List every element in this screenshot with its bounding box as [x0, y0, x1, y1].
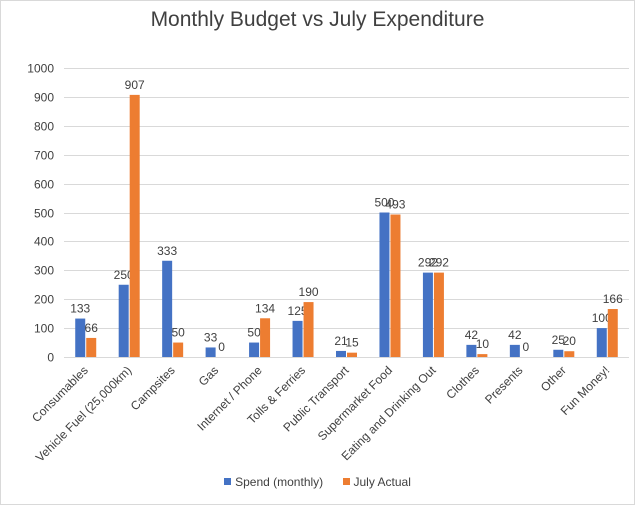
legend-item-july: July Actual: [342, 475, 411, 489]
y-tick-label-200: 200: [34, 293, 54, 307]
data-label-spend-12: 100: [592, 311, 612, 325]
bar-july-1: [129, 94, 140, 357]
data-label-july-5: 190: [299, 285, 319, 299]
bar-spend-11: [553, 349, 564, 357]
bar-spend-4: [249, 342, 260, 357]
legend-label-spend: Spend (monthly): [235, 475, 324, 489]
bar-spend-0: [75, 318, 86, 357]
bar-spend-2: [162, 260, 173, 357]
bar-spend-10: [509, 344, 520, 357]
x-tick-label-2: Campsites: [128, 363, 178, 413]
legend-item-spend: Spend (monthly): [224, 475, 323, 489]
bar-spend-12: [596, 328, 607, 357]
legend-swatch-spend: [224, 478, 232, 485]
bar-spend-9: [466, 344, 477, 357]
y-tick-label-500: 500: [34, 207, 54, 221]
bar-spend-6: [336, 350, 346, 357]
bar-july-8: [433, 272, 444, 357]
legend-label-july: July Actual: [353, 475, 411, 489]
data-label-july-6: 15: [345, 336, 359, 350]
data-label-july-8: 292: [429, 256, 449, 270]
bar-july-0: [86, 337, 97, 357]
data-label-spend-5: 125: [288, 304, 308, 318]
y-tick-label-0: 0: [47, 351, 54, 365]
data-label-spend-4: 50: [247, 326, 261, 340]
data-label-july-3: 0: [218, 340, 225, 354]
bar-july-2: [173, 342, 184, 357]
data-label-spend-10: 42: [508, 328, 522, 342]
bar-spend-5: [292, 320, 303, 357]
x-tick-label-11: Other: [538, 363, 569, 394]
data-label-july-10: 0: [523, 340, 530, 354]
chart-title: Monthly Budget vs July Expenditure: [150, 8, 485, 31]
data-label-spend-7: 500: [374, 196, 394, 210]
data-label-spend-11: 25: [552, 333, 566, 347]
data-label-july-1: 907: [125, 78, 145, 92]
x-tick-label-7: Supermarket Food: [315, 363, 395, 443]
y-tick-label-900: 900: [34, 91, 54, 105]
bar-july-9: [477, 354, 488, 357]
data-label-july-11: 20: [563, 334, 577, 348]
x-tick-label-10: Presents: [482, 363, 525, 406]
data-label-spend-8: 292: [418, 256, 438, 270]
y-tick-label-1000: 1000: [27, 62, 54, 76]
x-tick-label-9: Clothes: [443, 363, 482, 402]
bar-spend-8: [422, 272, 433, 357]
data-label-spend-2: 333: [157, 244, 177, 258]
bar-spend-7: [379, 212, 390, 357]
bar-july-7: [390, 214, 401, 357]
data-label-july-12: 166: [603, 292, 623, 306]
bar-july-11: [564, 351, 575, 357]
bar-july-5: [303, 302, 314, 357]
y-tick-label-400: 400: [34, 235, 54, 249]
data-label-spend-1: 250: [114, 268, 134, 282]
bar-spend-1: [118, 284, 129, 357]
bar-july-12: [607, 309, 618, 357]
y-tick-label-700: 700: [34, 149, 54, 163]
data-label-july-7: 493: [385, 198, 405, 212]
y-tick-label-300: 300: [34, 264, 54, 278]
y-tick-label-800: 800: [34, 120, 54, 134]
x-tick-label-3: Gas: [196, 363, 221, 388]
data-label-spend-9: 42: [465, 328, 479, 342]
data-label-july-0: 66: [85, 321, 99, 335]
data-label-spend-0: 133: [70, 302, 90, 316]
data-label-july-4: 134: [255, 301, 275, 315]
legend: Spend (monthly) July Actual: [0, 475, 635, 489]
data-label-spend-6: 21: [334, 334, 348, 348]
data-label-july-2: 50: [171, 326, 185, 340]
y-tick-label-100: 100: [34, 322, 54, 336]
data-label-spend-3: 33: [204, 330, 218, 344]
y-tick-label-600: 600: [34, 178, 54, 192]
bar-july-4: [260, 318, 271, 357]
bar-spend-3: [205, 347, 216, 357]
legend-swatch-july: [342, 478, 350, 485]
bar-july-6: [347, 352, 357, 357]
data-label-july-9: 10: [476, 337, 490, 351]
